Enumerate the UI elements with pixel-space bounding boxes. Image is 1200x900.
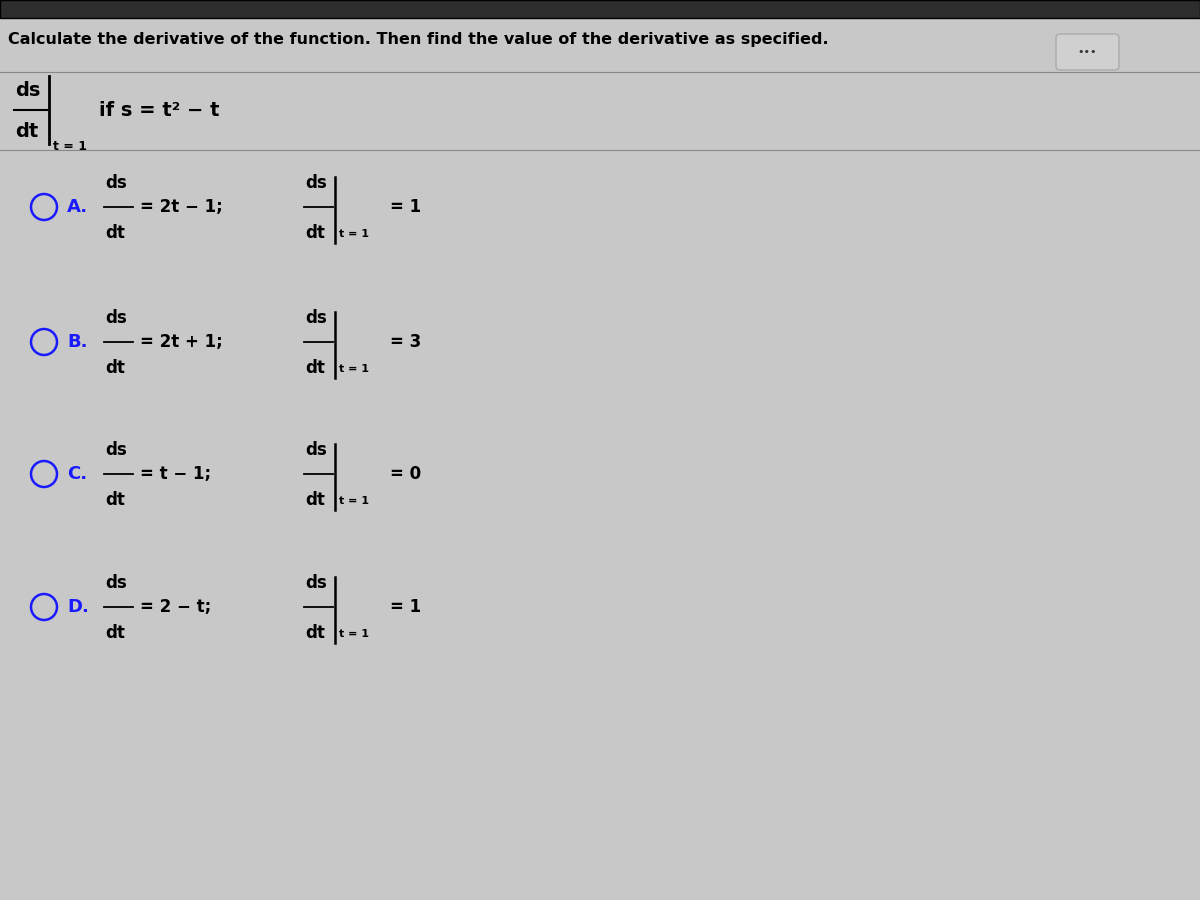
Text: t = 1: t = 1 — [338, 229, 370, 239]
Text: ds: ds — [305, 441, 326, 459]
Text: dt: dt — [106, 224, 125, 242]
Text: Calculate the derivative of the function. Then find the value of the derivative : Calculate the derivative of the function… — [8, 32, 829, 47]
Text: dt: dt — [305, 624, 325, 642]
Text: ds: ds — [106, 441, 127, 459]
FancyBboxPatch shape — [1056, 34, 1120, 70]
Text: dt: dt — [106, 624, 125, 642]
Text: = 3: = 3 — [390, 333, 421, 351]
FancyBboxPatch shape — [0, 0, 1200, 18]
Text: t = 1: t = 1 — [53, 140, 88, 153]
Text: A.: A. — [67, 198, 88, 216]
Text: ds: ds — [305, 174, 326, 192]
Text: dt: dt — [305, 491, 325, 509]
Text: dt: dt — [14, 122, 38, 141]
Text: = 1: = 1 — [390, 598, 421, 616]
Text: ds: ds — [106, 574, 127, 592]
Text: = 2 − t;: = 2 − t; — [140, 598, 211, 616]
Text: t = 1: t = 1 — [338, 629, 370, 639]
Text: dt: dt — [305, 359, 325, 377]
Text: dt: dt — [305, 224, 325, 242]
Text: C.: C. — [67, 465, 88, 483]
Text: = t − 1;: = t − 1; — [140, 465, 211, 483]
Text: t = 1: t = 1 — [338, 364, 370, 374]
Text: if s = t² − t: if s = t² − t — [98, 101, 220, 120]
Text: ds: ds — [305, 309, 326, 327]
Text: ds: ds — [305, 574, 326, 592]
Text: = 0: = 0 — [390, 465, 421, 483]
Text: D.: D. — [67, 598, 89, 616]
Text: = 1: = 1 — [390, 198, 421, 216]
Text: = 2t − 1;: = 2t − 1; — [140, 198, 223, 216]
Text: •••: ••• — [1078, 47, 1097, 57]
Text: ds: ds — [106, 309, 127, 327]
Text: = 2t + 1;: = 2t + 1; — [140, 333, 223, 351]
Text: ds: ds — [106, 174, 127, 192]
Text: t = 1: t = 1 — [338, 496, 370, 506]
Text: dt: dt — [106, 359, 125, 377]
Text: B.: B. — [67, 333, 88, 351]
Text: dt: dt — [106, 491, 125, 509]
Text: ds: ds — [14, 80, 41, 100]
